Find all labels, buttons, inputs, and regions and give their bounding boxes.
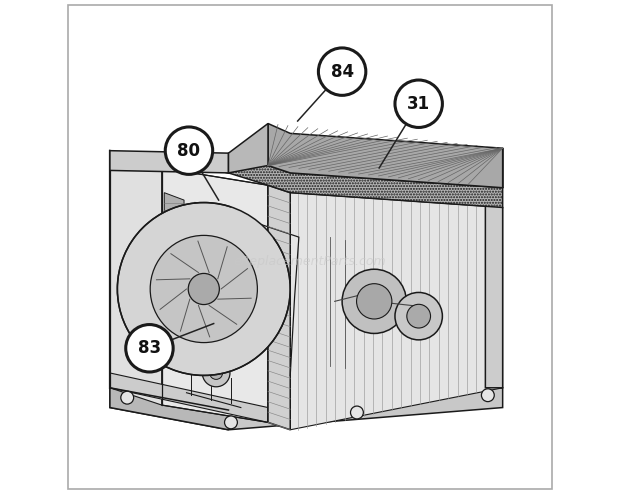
Polygon shape xyxy=(110,373,268,422)
Polygon shape xyxy=(162,168,268,422)
Circle shape xyxy=(188,274,219,304)
Circle shape xyxy=(407,304,430,328)
Circle shape xyxy=(350,406,363,419)
Text: eReplacementParts.com: eReplacementParts.com xyxy=(234,255,386,268)
Circle shape xyxy=(121,391,134,404)
Polygon shape xyxy=(268,124,503,188)
Circle shape xyxy=(150,236,257,343)
Circle shape xyxy=(395,80,443,127)
Polygon shape xyxy=(110,151,229,173)
Polygon shape xyxy=(110,388,503,430)
Circle shape xyxy=(319,48,366,95)
Polygon shape xyxy=(110,151,162,405)
Text: 84: 84 xyxy=(330,63,353,81)
Polygon shape xyxy=(485,203,503,388)
Polygon shape xyxy=(164,193,184,353)
Circle shape xyxy=(117,203,290,375)
Circle shape xyxy=(356,284,392,319)
Polygon shape xyxy=(290,193,503,430)
Polygon shape xyxy=(229,153,503,207)
Circle shape xyxy=(481,389,494,402)
Circle shape xyxy=(342,269,406,333)
Circle shape xyxy=(126,325,173,372)
Circle shape xyxy=(395,292,443,340)
Circle shape xyxy=(202,359,230,387)
Text: 80: 80 xyxy=(177,142,200,160)
Circle shape xyxy=(166,127,213,174)
Polygon shape xyxy=(110,388,229,430)
Circle shape xyxy=(224,416,237,429)
Circle shape xyxy=(210,367,223,379)
Polygon shape xyxy=(268,185,290,430)
Text: 83: 83 xyxy=(138,339,161,357)
Text: 31: 31 xyxy=(407,95,430,113)
Polygon shape xyxy=(229,124,268,173)
